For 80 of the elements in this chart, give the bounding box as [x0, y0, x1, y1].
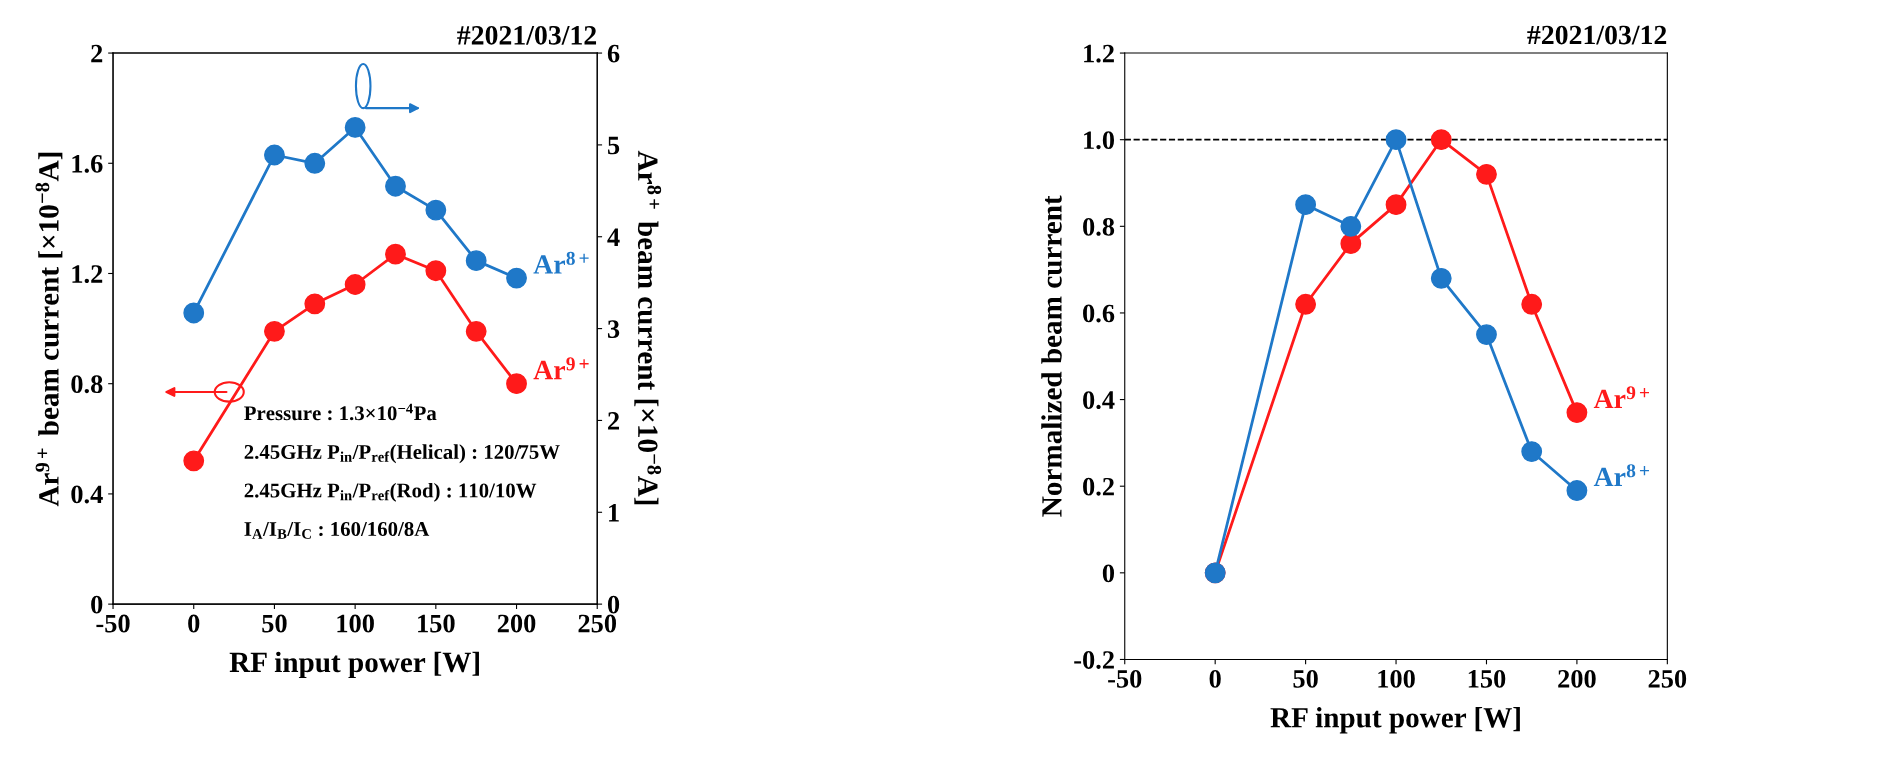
y-tick-label: 2 — [91, 44, 103, 63]
y-tick-label: -0.2 — [1074, 651, 1114, 669]
y-tick-label: 0.8 — [1083, 217, 1115, 236]
x-tick-label: 0 — [188, 614, 200, 633]
point — [1566, 480, 1588, 501]
point — [1385, 129, 1407, 151]
y-tick-label: 0 — [1102, 564, 1115, 583]
series-label: Ar$^{8+}$ — [533, 251, 589, 274]
point — [1295, 194, 1317, 216]
x-tick-label: 50 — [1293, 669, 1318, 688]
annotation: 2.45GHz P$_{in}$/P$_{ref}$(Rod) : 110/10W — [244, 482, 537, 502]
y-tick-label: 0.2 — [1083, 477, 1114, 496]
x-tick-label: 200 — [1558, 669, 1596, 688]
point — [1476, 163, 1497, 185]
y-axis-title: Ar$^{9+}$ beam current [×10$^{−8}$A] — [35, 152, 63, 507]
x-tick-label: 150 — [1468, 669, 1506, 688]
x-axis-title: RF input power [W] — [1270, 707, 1520, 734]
x-axis-title: RF input power [W] — [229, 651, 479, 679]
point — [385, 175, 406, 197]
point — [1295, 293, 1317, 315]
point — [506, 373, 527, 395]
point — [1521, 293, 1543, 315]
annotation: I$_{A}$/I$_{B}$/I$_{C}$ : 160/160/8A — [244, 521, 430, 539]
y-axis-title: Normalized beam current — [1041, 195, 1062, 517]
x-tick-label: 100 — [337, 614, 374, 633]
point — [304, 293, 326, 315]
point — [1430, 267, 1452, 289]
point — [1430, 129, 1452, 151]
x-tick-label: -50 — [96, 614, 130, 633]
point — [344, 274, 366, 295]
point — [465, 320, 487, 342]
y2-axis-title: Ar$^{8+}$ beam current [×10$^{−8}$A] — [634, 150, 662, 505]
series-label: Ar$^{9+}$ — [1593, 386, 1649, 408]
y2-tick-label: 3 — [607, 320, 620, 339]
x-tick-label: 50 — [262, 614, 287, 633]
x-tick-label: 0 — [1209, 669, 1221, 688]
point — [1340, 233, 1362, 255]
y2-tick-label: 5 — [608, 136, 620, 155]
point — [1566, 402, 1588, 423]
x-tick-label: 250 — [578, 614, 617, 633]
y-tick-label: 0.4 — [71, 485, 103, 504]
point — [385, 243, 406, 265]
y-tick-label: 0.6 — [1083, 304, 1115, 323]
point — [1385, 194, 1407, 216]
x-tick-label: 200 — [497, 614, 536, 633]
x-tick-label: 100 — [1378, 669, 1415, 688]
point — [425, 199, 447, 221]
x-tick-label: -50 — [1108, 669, 1142, 688]
point — [264, 144, 285, 166]
point — [1521, 441, 1543, 462]
series-label: Ar$^{9+}$ — [533, 357, 589, 380]
series-label: Ar$^{8+}$ — [1593, 464, 1649, 487]
x-tick-label: 150 — [418, 614, 455, 633]
y-tick-label: 0.4 — [1083, 391, 1115, 410]
annotation: 2.45GHz P$_{in}$/P$_{ref}$(Helical) : 120/75W — [244, 444, 560, 464]
text: #2021/03/12 — [1527, 25, 1667, 45]
point — [344, 117, 366, 138]
annotation: Pressure : 1.3×10$^{−4}$Pa — [244, 403, 437, 421]
point — [506, 267, 527, 289]
y-tick-label: 1.2 — [72, 265, 103, 284]
text: #2021/03/12 — [457, 25, 597, 45]
y-tick-label: 1.6 — [72, 154, 103, 173]
point — [304, 152, 326, 174]
point — [264, 320, 285, 342]
x-tick-label: 250 — [1648, 669, 1687, 688]
point — [1340, 215, 1362, 237]
point — [465, 250, 487, 272]
point — [1476, 324, 1497, 346]
y2-tick-label: 6 — [607, 44, 620, 63]
y-tick-label: 0.8 — [71, 375, 103, 394]
point — [183, 450, 205, 472]
point — [425, 260, 447, 282]
y2-tick-label: 1 — [609, 504, 619, 522]
y2-tick-label: 4 — [607, 228, 620, 246]
y2-tick-label: 0 — [607, 595, 620, 614]
y-tick-label: 1.2 — [1084, 44, 1114, 63]
y-tick-label: 0 — [91, 595, 103, 614]
point — [183, 302, 205, 324]
y2-tick-label: 2 — [608, 412, 620, 430]
y-tick-label: 1.0 — [1084, 131, 1115, 150]
